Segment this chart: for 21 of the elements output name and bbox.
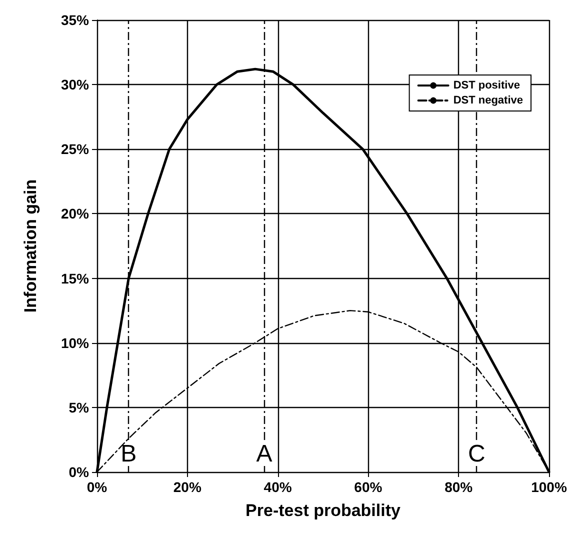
x-tick-label: 80%: [444, 479, 474, 495]
y-tick-label: 30%: [60, 76, 90, 93]
ref-line-label: A: [256, 440, 272, 468]
y-tick-label: 20%: [60, 206, 90, 222]
y-tick-label: 35%: [60, 12, 90, 28]
x-tick-label: 0%: [86, 479, 108, 495]
legend-label: DST positive: [453, 80, 520, 92]
y-tick-label: 10%: [60, 334, 90, 351]
y-tick-label: 15%: [60, 270, 90, 286]
legend-label: DST negative: [453, 94, 524, 106]
x-tick-label: 100%: [531, 479, 568, 495]
x-tick-label: 20%: [173, 479, 202, 495]
y-tick-label: 5%: [68, 399, 90, 416]
y-tick-label: 25%: [60, 141, 90, 158]
ref-line-label: C: [468, 440, 486, 468]
y-tick-label: 0%: [68, 464, 90, 480]
x-axis-title: Pre-test probability: [246, 501, 401, 520]
x-tick-label: 60%: [354, 479, 383, 495]
x-tick-label: 40%: [264, 479, 292, 495]
y-axis-title: Information gain: [21, 179, 40, 313]
ref-line-label: B: [120, 440, 137, 468]
